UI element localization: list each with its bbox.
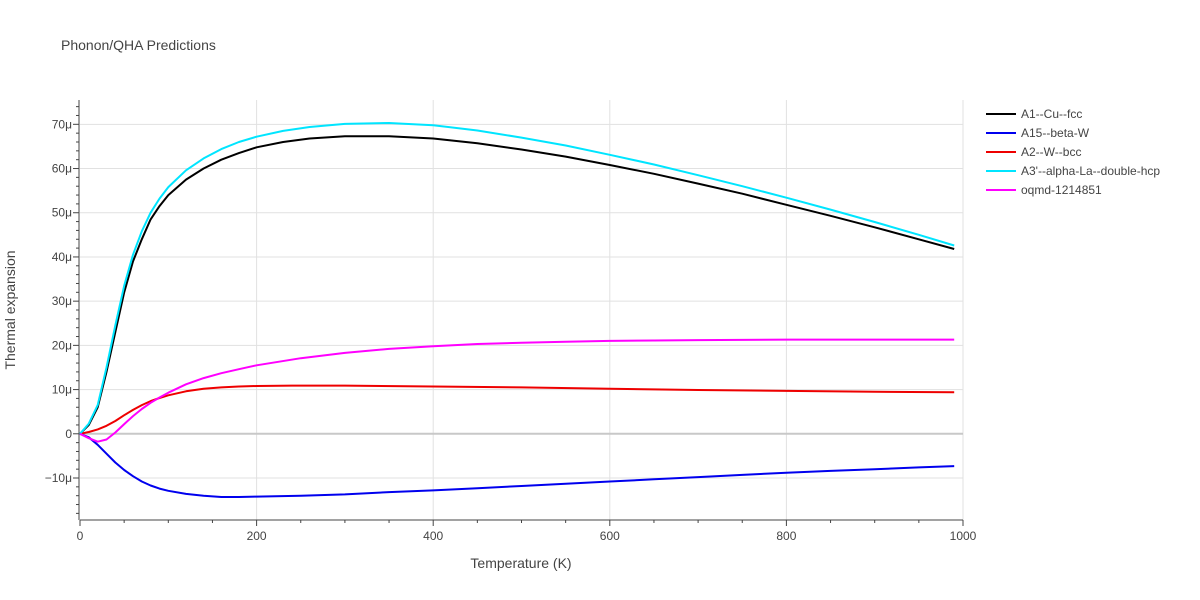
y-tick-label: 20μ [52, 338, 72, 352]
x-tick-label: 0 [77, 529, 84, 543]
x-tick-labels: 0 200 400 600 800 1000 [77, 529, 977, 543]
axes [73, 100, 964, 526]
y-tick-label: 50μ [52, 206, 72, 220]
series-layer [79, 122, 955, 498]
legend-label: A1--Cu--fcc [1021, 107, 1082, 121]
y-tick-label: 10μ [52, 383, 72, 397]
y-tick-label: 70μ [52, 117, 72, 131]
legend[interactable]: A1--Cu--fcc A15--beta-W A2--W--bcc A3'--alp… [986, 107, 1160, 197]
x-tick-label: 600 [600, 529, 620, 543]
y-tick-labels: −10μ 0 10μ 20μ 30μ 40μ 50μ 60μ 70μ [45, 117, 73, 485]
y-tick-label: 30μ [52, 294, 72, 308]
legend-item[interactable]: A1--Cu--fcc [986, 107, 1082, 121]
series-line-2 [79, 384, 955, 435]
x-tick-label: 800 [776, 529, 796, 543]
y-tick-label: 0 [65, 427, 72, 441]
series-line-3 [79, 122, 955, 435]
legend-item[interactable]: oqmd-1214851 [986, 183, 1102, 197]
legend-item[interactable]: A3'--alpha-La--double-hcp [986, 164, 1160, 178]
x-tick-label: 400 [423, 529, 443, 543]
legend-label: oqmd-1214851 [1021, 183, 1102, 197]
legend-label: A2--W--bcc [1021, 145, 1081, 159]
series-line-1 [79, 432, 955, 498]
legend-item[interactable]: A2--W--bcc [986, 145, 1081, 159]
y-tick-label: 60μ [52, 162, 72, 176]
x-axis-title: Temperature (K) [470, 555, 571, 571]
y-tick-label: −10μ [45, 471, 72, 485]
x-tick-label: 1000 [950, 529, 977, 543]
legend-label: A3'--alpha-La--double-hcp [1021, 164, 1160, 178]
legend-label: A15--beta-W [1021, 126, 1090, 140]
chart-title: Phonon/QHA Predictions [61, 37, 216, 53]
legend-item[interactable]: A15--beta-W [986, 126, 1090, 140]
grid [80, 100, 964, 520]
y-axis-title: Thermal expansion [2, 250, 18, 369]
series-line-0 [79, 135, 955, 435]
x-tick-label: 200 [247, 529, 267, 543]
series-line-4 [79, 338, 955, 443]
y-tick-label: 40μ [52, 250, 72, 264]
